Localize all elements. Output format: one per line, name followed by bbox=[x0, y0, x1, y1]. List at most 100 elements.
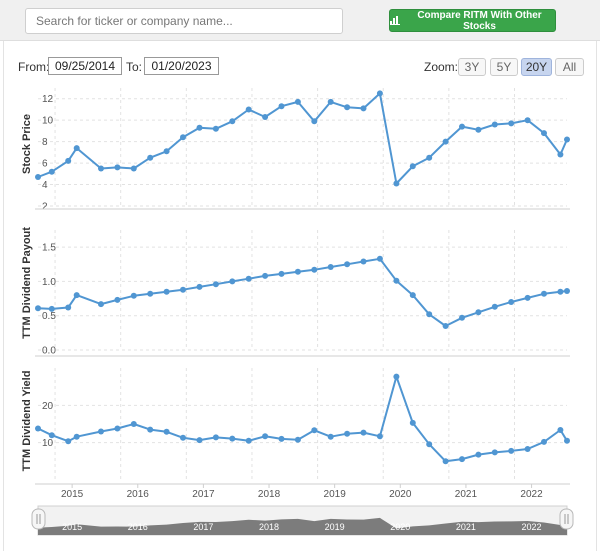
data-point[interactable] bbox=[163, 428, 170, 435]
data-point[interactable] bbox=[147, 426, 154, 433]
data-point[interactable] bbox=[229, 278, 236, 285]
data-point[interactable] bbox=[65, 438, 72, 445]
data-point[interactable] bbox=[393, 277, 400, 284]
data-point[interactable] bbox=[376, 255, 383, 262]
data-point[interactable] bbox=[180, 134, 186, 141]
navigator[interactable]: 2015 2016 2017 2018 2019 2020 2021 2022 bbox=[31, 505, 574, 536]
data-point[interactable] bbox=[508, 447, 515, 454]
data-point[interactable] bbox=[98, 428, 104, 435]
data-point[interactable] bbox=[35, 174, 41, 180]
data-point[interactable] bbox=[98, 165, 104, 172]
data-point[interactable] bbox=[475, 451, 482, 458]
data-point[interactable] bbox=[557, 427, 564, 433]
data-point[interactable] bbox=[180, 286, 186, 293]
data-point[interactable] bbox=[327, 264, 334, 270]
data-point[interactable] bbox=[311, 118, 318, 125]
data-point[interactable] bbox=[163, 148, 170, 155]
data-point[interactable] bbox=[557, 288, 564, 295]
data-point[interactable] bbox=[73, 145, 80, 152]
data-point[interactable] bbox=[541, 438, 547, 445]
data-point[interactable] bbox=[212, 281, 219, 288]
from-date-input[interactable] bbox=[48, 57, 122, 75]
data-point[interactable] bbox=[360, 258, 367, 265]
data-point[interactable] bbox=[245, 106, 252, 113]
data-point[interactable] bbox=[196, 124, 203, 131]
data-point[interactable] bbox=[147, 290, 154, 297]
data-point[interactable] bbox=[491, 449, 498, 456]
data-point[interactable] bbox=[196, 283, 203, 290]
data-point[interactable] bbox=[459, 314, 465, 321]
data-point[interactable] bbox=[344, 261, 351, 268]
data-point[interactable] bbox=[73, 292, 80, 299]
data-point[interactable] bbox=[229, 435, 236, 442]
data-point[interactable] bbox=[475, 309, 482, 316]
data-point[interactable] bbox=[311, 427, 318, 434]
data-point[interactable] bbox=[393, 373, 400, 380]
zoom-all-button[interactable]: All bbox=[555, 58, 584, 76]
data-point[interactable] bbox=[163, 288, 170, 295]
data-point[interactable] bbox=[294, 98, 301, 105]
data-point[interactable] bbox=[130, 421, 137, 427]
data-point[interactable] bbox=[35, 425, 41, 432]
data-point[interactable] bbox=[229, 118, 236, 125]
data-point[interactable] bbox=[98, 301, 104, 308]
data-point[interactable] bbox=[245, 275, 252, 282]
data-point[interactable] bbox=[245, 437, 252, 444]
data-point[interactable] bbox=[65, 157, 72, 164]
data-point[interactable] bbox=[294, 268, 301, 275]
data-point[interactable] bbox=[262, 433, 269, 440]
data-point[interactable] bbox=[114, 425, 121, 432]
data-point[interactable] bbox=[278, 270, 285, 277]
data-point[interactable] bbox=[442, 323, 449, 329]
data-point[interactable] bbox=[327, 98, 334, 105]
zoom-3y-button[interactable]: 3Y bbox=[458, 58, 486, 76]
zoom-20y-button[interactable]: 20Y bbox=[521, 58, 552, 76]
right-handle-shape[interactable] bbox=[559, 508, 574, 530]
data-point[interactable] bbox=[114, 164, 121, 171]
data-point[interactable] bbox=[147, 154, 154, 161]
data-point[interactable] bbox=[442, 138, 449, 145]
data-point[interactable] bbox=[524, 446, 531, 452]
data-point[interactable] bbox=[327, 433, 334, 440]
data-point[interactable] bbox=[409, 419, 416, 426]
data-point[interactable] bbox=[475, 126, 482, 133]
data-point[interactable] bbox=[442, 458, 449, 465]
left-handle-shape[interactable] bbox=[31, 508, 46, 530]
data-point[interactable] bbox=[294, 436, 301, 443]
data-point[interactable] bbox=[344, 104, 351, 111]
to-date-input[interactable] bbox=[144, 57, 219, 75]
data-point[interactable] bbox=[360, 105, 367, 112]
data-point[interactable] bbox=[426, 441, 433, 448]
data-point[interactable] bbox=[541, 290, 547, 297]
data-point[interactable] bbox=[459, 456, 465, 463]
data-point[interactable] bbox=[278, 103, 285, 110]
data-point[interactable] bbox=[212, 125, 219, 132]
data-point[interactable] bbox=[491, 303, 498, 310]
data-point[interactable] bbox=[564, 437, 570, 444]
data-point[interactable] bbox=[212, 434, 219, 441]
data-point[interactable] bbox=[35, 305, 41, 312]
data-point[interactable] bbox=[262, 272, 269, 279]
data-point[interactable] bbox=[344, 430, 351, 437]
navigator-right-handle[interactable] bbox=[559, 508, 574, 530]
data-point[interactable] bbox=[393, 180, 400, 187]
data-point[interactable] bbox=[360, 429, 367, 436]
data-point[interactable] bbox=[65, 304, 72, 311]
data-point[interactable] bbox=[426, 154, 433, 161]
data-point[interactable] bbox=[180, 434, 186, 441]
data-point[interactable] bbox=[376, 433, 383, 440]
data-point[interactable] bbox=[409, 163, 416, 170]
compare-stocks-button[interactable]: Compare RITM With Other Stocks bbox=[389, 9, 556, 32]
data-point[interactable] bbox=[48, 168, 55, 175]
data-point[interactable] bbox=[311, 266, 318, 273]
data-point[interactable] bbox=[73, 433, 80, 440]
data-point[interactable] bbox=[376, 90, 383, 97]
data-point[interactable] bbox=[409, 292, 416, 299]
data-point[interactable] bbox=[541, 130, 547, 137]
data-point[interactable] bbox=[524, 117, 531, 124]
data-point[interactable] bbox=[262, 114, 269, 120]
data-point[interactable] bbox=[459, 123, 465, 130]
navigator-left-handle[interactable] bbox=[31, 508, 46, 530]
data-point[interactable] bbox=[196, 437, 203, 444]
data-point[interactable] bbox=[508, 120, 515, 127]
